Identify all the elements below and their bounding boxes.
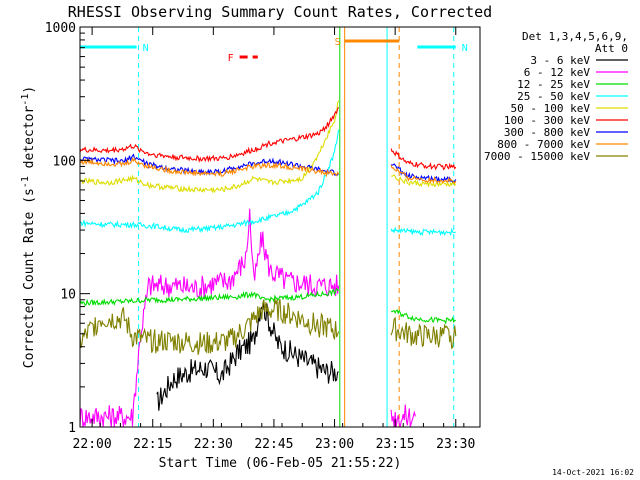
series-7-segB: [390, 165, 457, 185]
plot-area: N N F S 22:00 22:15 22:30 22:45 23:00 23:15 23:30…: [45, 21, 481, 452]
series-5-segA: [80, 106, 340, 163]
x-tick-label-0: 22:00: [73, 437, 112, 452]
legend-header-1: Att 0: [595, 42, 628, 55]
series-4-segB: [391, 174, 457, 188]
marker-lines: [138, 27, 455, 427]
x-tick-label-5: 23:15: [376, 437, 415, 452]
series-5-segB: [390, 148, 457, 171]
series-layer: [80, 100, 457, 427]
date-stamp: 14-Oct-2021 16:02: [552, 468, 634, 477]
series-2-segB: [391, 309, 456, 325]
y-axis-label: Corrected Count Rate (s-1 detector-1): [20, 86, 37, 368]
series-1-segA: [80, 208, 340, 427]
legend-label-5: 100 - 300 keV: [504, 114, 590, 127]
y-tick-label-0: 1: [68, 421, 76, 436]
legend-label-4: 50 - 100 keV: [511, 102, 591, 115]
y-tick-label-1: 10: [60, 288, 76, 303]
series-8-segA: [80, 299, 340, 355]
flag-label-1: N: [462, 43, 468, 54]
flag-label-0: N: [143, 43, 149, 54]
x-tick-label-6: 23:30: [436, 437, 475, 452]
legend-label-6: 300 - 800 keV: [504, 126, 590, 139]
flag-label-3: S: [335, 37, 341, 48]
legend-label-3: 25 - 50 keV: [517, 90, 590, 103]
y-tick-label-2: 100: [53, 154, 76, 169]
x-tick-label-1: 22:15: [133, 437, 172, 452]
chart-title: RHESSI Observing Summary Count Rates, Co…: [68, 3, 492, 21]
legend-label-7: 800 - 7000 keV: [497, 138, 590, 151]
legend-label-0: 3 - 6 keV: [530, 54, 590, 67]
series-7-segA: [80, 157, 340, 178]
x-axis-ticks: 22:00 22:15 22:30 22:45 23:00 23:15 23:30: [73, 27, 475, 452]
series-3-segA: [80, 129, 340, 234]
y-axis-ticks: 1 10 100 1000: [45, 21, 90, 436]
y-tick-label-3: 1000: [45, 21, 76, 36]
x-tick-label-4: 23:00: [315, 437, 354, 452]
legend-label-2: 12 - 25 keV: [517, 78, 590, 91]
series-2-segA: [80, 287, 340, 307]
x-tick-label-3: 22:45: [254, 437, 293, 452]
series-8-segB: [390, 316, 457, 350]
series-3-segB: [390, 226, 457, 237]
x-axis-label: Start Time (06-Feb-05 21:55:22): [159, 456, 402, 471]
series-1-segB: [390, 404, 416, 427]
series-0-segA: [156, 299, 339, 411]
x-tick-label-2: 22:30: [194, 437, 233, 452]
legend-label-8: 7000 - 15000 keV: [484, 150, 590, 163]
plot-frame: [79, 26, 481, 428]
flag-layer: N N F S: [80, 37, 468, 64]
flag-label-2: F: [228, 53, 234, 64]
legend-label-1: 6 - 12 keV: [524, 66, 591, 79]
legend-header-0: Det 1,3,4,5,6,9,: [522, 30, 628, 43]
series-4-segA: [80, 100, 340, 194]
